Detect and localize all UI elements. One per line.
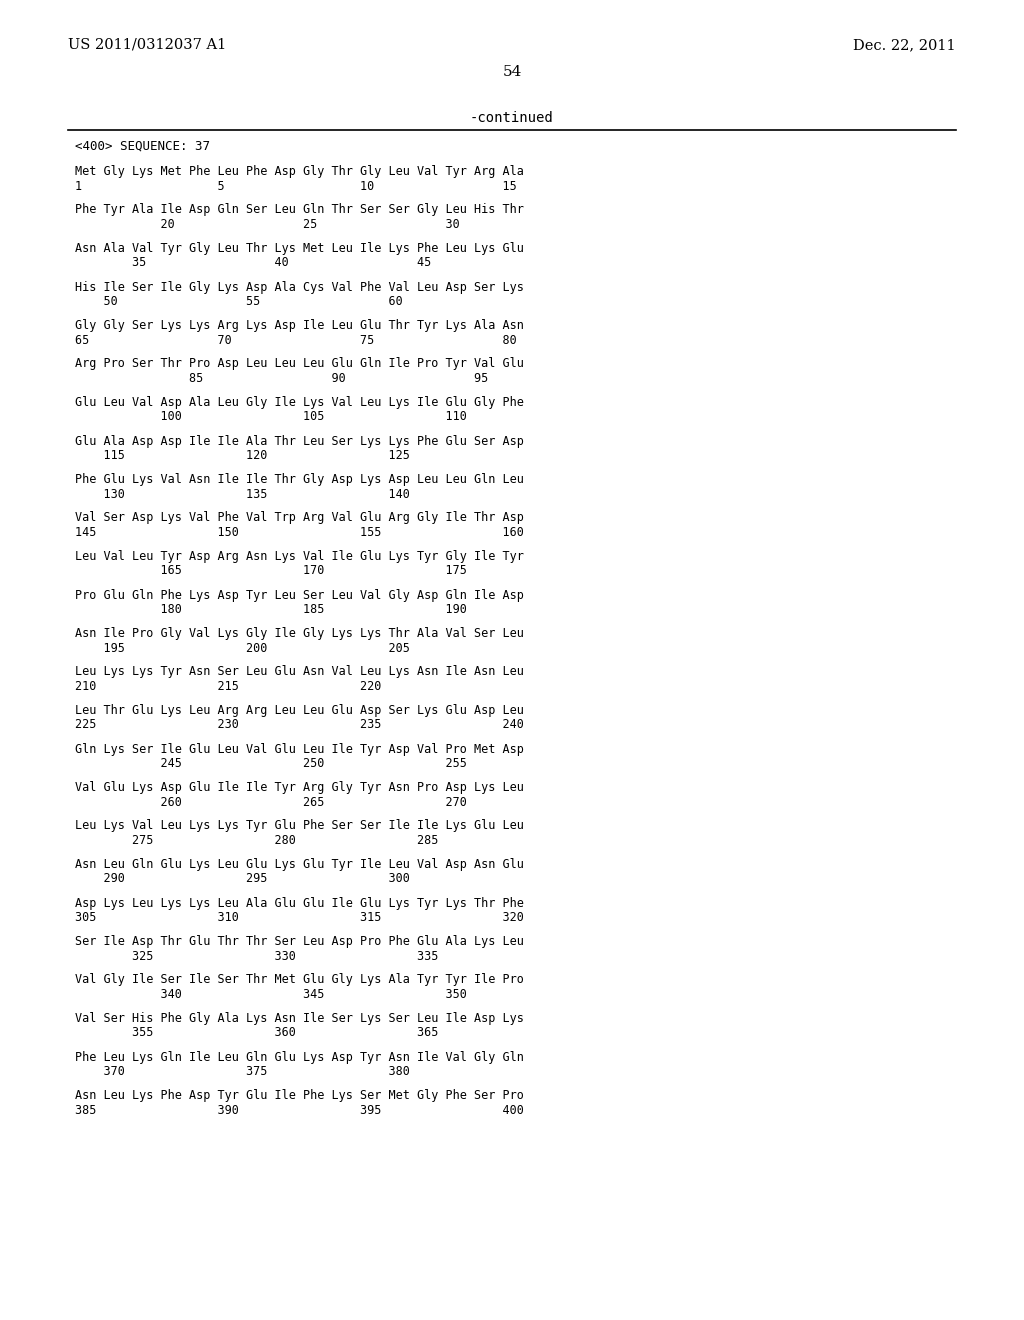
Text: 275                 280                 285: 275 280 285 [75,834,438,847]
Text: Leu Lys Lys Tyr Asn Ser Leu Glu Asn Val Leu Lys Asn Ile Asn Leu: Leu Lys Lys Tyr Asn Ser Leu Glu Asn Val … [75,665,524,678]
Text: 225                 230                 235                 240: 225 230 235 240 [75,718,524,731]
Text: Leu Val Leu Tyr Asp Arg Asn Lys Val Ile Glu Lys Tyr Gly Ile Tyr: Leu Val Leu Tyr Asp Arg Asn Lys Val Ile … [75,550,524,564]
Text: Asn Leu Lys Phe Asp Tyr Glu Ile Phe Lys Ser Met Gly Phe Ser Pro: Asn Leu Lys Phe Asp Tyr Glu Ile Phe Lys … [75,1089,524,1102]
Text: 305                 310                 315                 320: 305 310 315 320 [75,911,524,924]
Text: 355                 360                 365: 355 360 365 [75,1027,438,1040]
Text: 260                 265                 270: 260 265 270 [75,796,467,808]
Text: Phe Glu Lys Val Asn Ile Ile Thr Gly Asp Lys Asp Leu Leu Gln Leu: Phe Glu Lys Val Asn Ile Ile Thr Gly Asp … [75,473,524,486]
Text: Asp Lys Leu Lys Lys Leu Ala Glu Glu Ile Glu Lys Tyr Lys Thr Phe: Asp Lys Leu Lys Lys Leu Ala Glu Glu Ile … [75,896,524,909]
Text: Asn Leu Gln Glu Lys Leu Glu Lys Glu Tyr Ile Leu Val Asp Asn Glu: Asn Leu Gln Glu Lys Leu Glu Lys Glu Tyr … [75,858,524,871]
Text: 340                 345                 350: 340 345 350 [75,987,467,1001]
Text: 145                 150                 155                 160: 145 150 155 160 [75,525,524,539]
Text: His Ile Ser Ile Gly Lys Asp Ala Cys Val Phe Val Leu Asp Ser Lys: His Ile Ser Ile Gly Lys Asp Ala Cys Val … [75,281,524,293]
Text: 325                 330                 335: 325 330 335 [75,949,438,962]
Text: 385                 390                 395                 400: 385 390 395 400 [75,1104,524,1117]
Text: 20                  25                  30: 20 25 30 [75,218,460,231]
Text: Val Ser Asp Lys Val Phe Val Trp Arg Val Glu Arg Gly Ile Thr Asp: Val Ser Asp Lys Val Phe Val Trp Arg Val … [75,511,524,524]
Text: Val Glu Lys Asp Glu Ile Ile Tyr Arg Gly Tyr Asn Pro Asp Lys Leu: Val Glu Lys Asp Glu Ile Ile Tyr Arg Gly … [75,781,524,795]
Text: 290                 295                 300: 290 295 300 [75,873,410,886]
Text: -continued: -continued [470,111,554,125]
Text: 165                 170                 175: 165 170 175 [75,565,467,578]
Text: Pro Glu Gln Phe Lys Asp Tyr Leu Ser Leu Val Gly Asp Gln Ile Asp: Pro Glu Gln Phe Lys Asp Tyr Leu Ser Leu … [75,589,524,602]
Text: Asn Ile Pro Gly Val Lys Gly Ile Gly Lys Lys Thr Ala Val Ser Leu: Asn Ile Pro Gly Val Lys Gly Ile Gly Lys … [75,627,524,640]
Text: Val Ser His Phe Gly Ala Lys Asn Ile Ser Lys Ser Leu Ile Asp Lys: Val Ser His Phe Gly Ala Lys Asn Ile Ser … [75,1012,524,1026]
Text: 195                 200                 205: 195 200 205 [75,642,410,655]
Text: Gln Lys Ser Ile Glu Leu Val Glu Leu Ile Tyr Asp Val Pro Met Asp: Gln Lys Ser Ile Glu Leu Val Glu Leu Ile … [75,742,524,755]
Text: Met Gly Lys Met Phe Leu Phe Asp Gly Thr Gly Leu Val Tyr Arg Ala: Met Gly Lys Met Phe Leu Phe Asp Gly Thr … [75,165,524,178]
Text: Arg Pro Ser Thr Pro Asp Leu Leu Leu Glu Gln Ile Pro Tyr Val Glu: Arg Pro Ser Thr Pro Asp Leu Leu Leu Glu … [75,358,524,371]
Text: 210                 215                 220: 210 215 220 [75,680,381,693]
Text: Asn Ala Val Tyr Gly Leu Thr Lys Met Leu Ile Lys Phe Leu Lys Glu: Asn Ala Val Tyr Gly Leu Thr Lys Met Leu … [75,242,524,255]
Text: 130                 135                 140: 130 135 140 [75,487,410,500]
Text: Leu Lys Val Leu Lys Lys Tyr Glu Phe Ser Ser Ile Ile Lys Glu Leu: Leu Lys Val Leu Lys Lys Tyr Glu Phe Ser … [75,820,524,833]
Text: Phe Leu Lys Gln Ile Leu Gln Glu Lys Asp Tyr Asn Ile Val Gly Gln: Phe Leu Lys Gln Ile Leu Gln Glu Lys Asp … [75,1051,524,1064]
Text: Glu Ala Asp Asp Ile Ile Ala Thr Leu Ser Lys Lys Phe Glu Ser Asp: Glu Ala Asp Asp Ile Ile Ala Thr Leu Ser … [75,434,524,447]
Text: <400> SEQUENCE: 37: <400> SEQUENCE: 37 [75,140,210,153]
Text: 85                  90                  95: 85 90 95 [75,372,488,385]
Text: US 2011/0312037 A1: US 2011/0312037 A1 [68,38,226,51]
Text: Val Gly Ile Ser Ile Ser Thr Met Glu Gly Lys Ala Tyr Tyr Ile Pro: Val Gly Ile Ser Ile Ser Thr Met Glu Gly … [75,974,524,986]
Text: 370                 375                 380: 370 375 380 [75,1065,410,1078]
Text: 65                  70                  75                  80: 65 70 75 80 [75,334,517,346]
Text: Phe Tyr Ala Ile Asp Gln Ser Leu Gln Thr Ser Ser Gly Leu His Thr: Phe Tyr Ala Ile Asp Gln Ser Leu Gln Thr … [75,203,524,216]
Text: 115                 120                 125: 115 120 125 [75,449,410,462]
Text: Dec. 22, 2011: Dec. 22, 2011 [853,38,956,51]
Text: Ser Ile Asp Thr Glu Thr Thr Ser Leu Asp Pro Phe Glu Ala Lys Leu: Ser Ile Asp Thr Glu Thr Thr Ser Leu Asp … [75,935,524,948]
Text: Leu Thr Glu Lys Leu Arg Arg Leu Leu Glu Asp Ser Lys Glu Asp Leu: Leu Thr Glu Lys Leu Arg Arg Leu Leu Glu … [75,704,524,717]
Text: 180                 185                 190: 180 185 190 [75,603,467,616]
Text: Gly Gly Ser Lys Lys Arg Lys Asp Ile Leu Glu Thr Tyr Lys Ala Asn: Gly Gly Ser Lys Lys Arg Lys Asp Ile Leu … [75,319,524,333]
Text: 245                 250                 255: 245 250 255 [75,756,467,770]
Text: 54: 54 [503,65,521,79]
Text: Glu Leu Val Asp Ala Leu Gly Ile Lys Val Leu Lys Ile Glu Gly Phe: Glu Leu Val Asp Ala Leu Gly Ile Lys Val … [75,396,524,409]
Text: 35                  40                  45: 35 40 45 [75,256,431,269]
Text: 50                  55                  60: 50 55 60 [75,294,402,308]
Text: 1                   5                   10                  15: 1 5 10 15 [75,180,517,193]
Text: 100                 105                 110: 100 105 110 [75,411,467,424]
